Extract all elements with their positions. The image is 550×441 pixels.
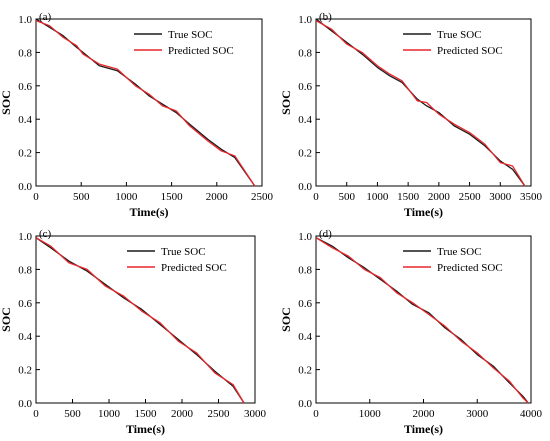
legend-predicted-label: Predicted SOC — [161, 262, 227, 274]
x-tick-label: 2500 — [251, 191, 274, 203]
y-tick-label: 0.2 — [18, 365, 32, 377]
x-tick-label: 1000 — [115, 191, 138, 203]
y-tick-label: 0.2 — [18, 148, 32, 160]
legend-predicted-label: Predicted SOC — [437, 45, 503, 57]
panel-label: (a) — [39, 11, 52, 23]
x-tick-label: 3500 — [520, 191, 543, 203]
x-tick-label: 2000 — [171, 408, 194, 420]
y-tick-label: 0.2 — [298, 148, 312, 160]
x-axis-title: Time(s) — [404, 422, 443, 436]
y-tick-label: 0.4 — [18, 114, 32, 126]
y-tick-label: 0.8 — [298, 47, 312, 59]
x-tick-label: 500 — [73, 191, 90, 203]
legend-true-label: True SOC — [437, 246, 482, 258]
plot-frame — [35, 18, 263, 187]
predicted-soc-line — [315, 237, 529, 404]
y-tick-label: 1.0 — [18, 14, 32, 26]
legend-true-label: True SOC — [437, 29, 482, 41]
legend-predicted-label: Predicted SOC — [437, 262, 503, 274]
x-axis-title: Time(s) — [404, 205, 443, 219]
true-soc-line — [35, 237, 245, 404]
x-tick-label: 2500 — [459, 191, 482, 203]
predicted-soc-line — [315, 20, 526, 187]
y-tick-label: 0.0 — [18, 181, 32, 193]
x-axis-title: Time(s) — [126, 422, 165, 436]
y-tick-label: 1.0 — [298, 14, 312, 26]
legend-true-label: True SOC — [168, 29, 213, 41]
y-tick-label: 1.0 — [298, 231, 312, 243]
y-axis-title: SOC — [0, 90, 13, 115]
x-tick-label: 1000 — [98, 408, 121, 420]
x-tick-label: 1500 — [161, 191, 184, 203]
x-tick-label: 1500 — [135, 408, 158, 420]
x-tick-label: 3000 — [466, 408, 489, 420]
plot-frame — [315, 18, 532, 187]
y-axis-title: SOC — [279, 90, 293, 115]
y-tick-label: 0.8 — [298, 264, 312, 276]
y-tick-label: 0.6 — [18, 298, 32, 310]
x-tick-label: 500 — [64, 408, 81, 420]
legend-true-label: True SOC — [161, 246, 206, 258]
panel-label: (b) — [319, 11, 332, 23]
y-tick-label: 0.4 — [298, 114, 312, 126]
panel-label: (d) — [319, 228, 332, 240]
x-tick-label: 1000 — [359, 408, 382, 420]
x-tick-label: 0 — [313, 408, 319, 420]
y-tick-label: 1.0 — [18, 231, 32, 243]
x-tick-label: 0 — [33, 191, 39, 203]
y-tick-label: 0.0 — [298, 398, 312, 410]
x-tick-label: 1500 — [397, 191, 420, 203]
y-tick-label: 0.6 — [18, 81, 32, 93]
x-tick-label: 2000 — [428, 191, 451, 203]
y-tick-label: 0.6 — [298, 81, 312, 93]
y-axis-title: SOC — [0, 307, 13, 332]
x-tick-label: 2000 — [206, 191, 229, 203]
x-tick-label: 500 — [338, 191, 355, 203]
y-axis-title: SOC — [279, 307, 293, 332]
y-tick-label: 0.0 — [18, 398, 32, 410]
y-tick-label: 0.4 — [18, 331, 32, 343]
x-axis-title: Time(s) — [129, 205, 168, 219]
x-tick-label: 4000 — [520, 408, 543, 420]
x-tick-label: 0 — [33, 408, 39, 420]
y-tick-label: 0.2 — [298, 365, 312, 377]
x-tick-label: 2500 — [208, 408, 231, 420]
x-tick-label: 3000 — [244, 408, 267, 420]
y-tick-label: 0.6 — [298, 298, 312, 310]
predicted-soc-line — [35, 237, 245, 404]
x-tick-label: 1000 — [366, 191, 389, 203]
x-tick-label: 0 — [313, 191, 319, 203]
x-tick-label: 2000 — [413, 408, 436, 420]
y-tick-label: 0.4 — [298, 331, 312, 343]
legend-predicted-label: Predicted SOC — [168, 45, 234, 57]
y-tick-label: 0.8 — [18, 264, 32, 276]
y-tick-label: 0.0 — [298, 181, 312, 193]
predicted-soc-line — [35, 20, 256, 187]
x-tick-label: 3000 — [489, 191, 512, 203]
y-tick-label: 0.8 — [18, 47, 32, 59]
panel-label: (c) — [39, 228, 52, 240]
